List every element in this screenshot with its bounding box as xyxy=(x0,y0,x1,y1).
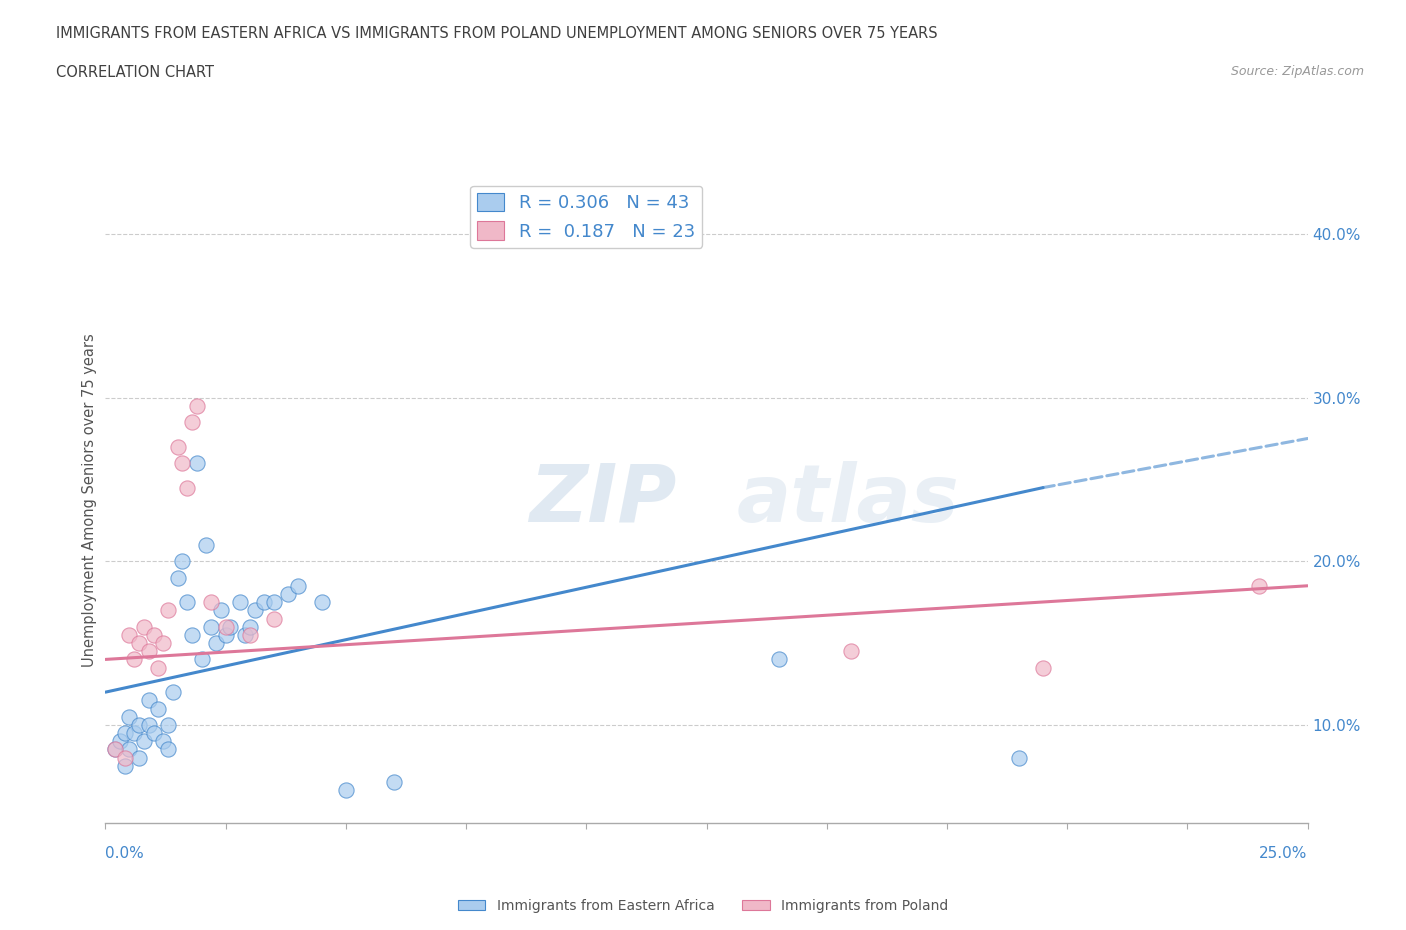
Point xyxy=(142,725,165,740)
Point xyxy=(156,717,179,732)
Text: 0.0%: 0.0% xyxy=(105,846,145,861)
Text: atlas: atlas xyxy=(737,461,959,538)
Point xyxy=(172,456,194,471)
Point xyxy=(195,538,218,552)
Point xyxy=(142,628,165,643)
Point xyxy=(162,684,184,699)
Point xyxy=(219,619,242,634)
Point xyxy=(239,619,262,634)
Point xyxy=(118,710,141,724)
Point xyxy=(181,628,204,643)
Point xyxy=(176,480,198,495)
Point xyxy=(128,717,150,732)
Point xyxy=(200,619,222,634)
Point xyxy=(138,717,160,732)
Point xyxy=(209,603,232,618)
Point xyxy=(132,619,155,634)
Text: IMMIGRANTS FROM EASTERN AFRICA VS IMMIGRANTS FROM POLAND UNEMPLOYMENT AMONG SENI: IMMIGRANTS FROM EASTERN AFRICA VS IMMIGR… xyxy=(56,26,938,41)
Point xyxy=(200,594,222,609)
Point xyxy=(1249,578,1271,593)
Point xyxy=(138,693,160,708)
Point xyxy=(118,628,141,643)
Point xyxy=(124,725,146,740)
Point xyxy=(128,635,150,650)
Point xyxy=(128,751,150,765)
Point xyxy=(108,734,131,749)
Point xyxy=(190,652,212,667)
Legend: R = 0.306   N = 43, R =  0.187   N = 23: R = 0.306 N = 43, R = 0.187 N = 23 xyxy=(470,186,703,248)
Point xyxy=(839,644,862,658)
Point xyxy=(114,751,136,765)
Point xyxy=(263,594,285,609)
Text: Source: ZipAtlas.com: Source: ZipAtlas.com xyxy=(1230,65,1364,78)
Point xyxy=(287,578,309,593)
Point xyxy=(152,734,174,749)
Point xyxy=(311,594,333,609)
Point xyxy=(148,701,170,716)
Point xyxy=(263,611,285,626)
Point xyxy=(118,742,141,757)
Point xyxy=(205,635,228,650)
Point xyxy=(186,398,208,413)
Point xyxy=(181,415,204,430)
Legend: Immigrants from Eastern Africa, Immigrants from Poland: Immigrants from Eastern Africa, Immigran… xyxy=(453,894,953,919)
Point xyxy=(1008,751,1031,765)
Point xyxy=(229,594,252,609)
Point xyxy=(253,594,276,609)
Point xyxy=(104,742,127,757)
Text: 25.0%: 25.0% xyxy=(1260,846,1308,861)
Point xyxy=(148,660,170,675)
Point xyxy=(214,628,236,643)
Point xyxy=(166,570,188,585)
Point xyxy=(132,734,155,749)
Point xyxy=(156,742,179,757)
Point xyxy=(166,439,188,454)
Point xyxy=(233,628,256,643)
Point xyxy=(382,775,405,790)
Point xyxy=(243,603,266,618)
Point xyxy=(768,652,790,667)
Y-axis label: Unemployment Among Seniors over 75 years: Unemployment Among Seniors over 75 years xyxy=(82,333,97,667)
Point xyxy=(124,652,146,667)
Point xyxy=(138,644,160,658)
Point xyxy=(239,628,262,643)
Text: ZIP: ZIP xyxy=(529,461,676,538)
Point xyxy=(176,594,198,609)
Point xyxy=(214,619,236,634)
Point xyxy=(152,635,174,650)
Text: CORRELATION CHART: CORRELATION CHART xyxy=(56,65,214,80)
Point xyxy=(1032,660,1054,675)
Point xyxy=(156,603,179,618)
Point xyxy=(104,742,127,757)
Point xyxy=(114,725,136,740)
Point xyxy=(172,553,194,568)
Point xyxy=(186,456,208,471)
Point xyxy=(277,587,299,602)
Point xyxy=(335,783,357,798)
Point xyxy=(114,758,136,773)
